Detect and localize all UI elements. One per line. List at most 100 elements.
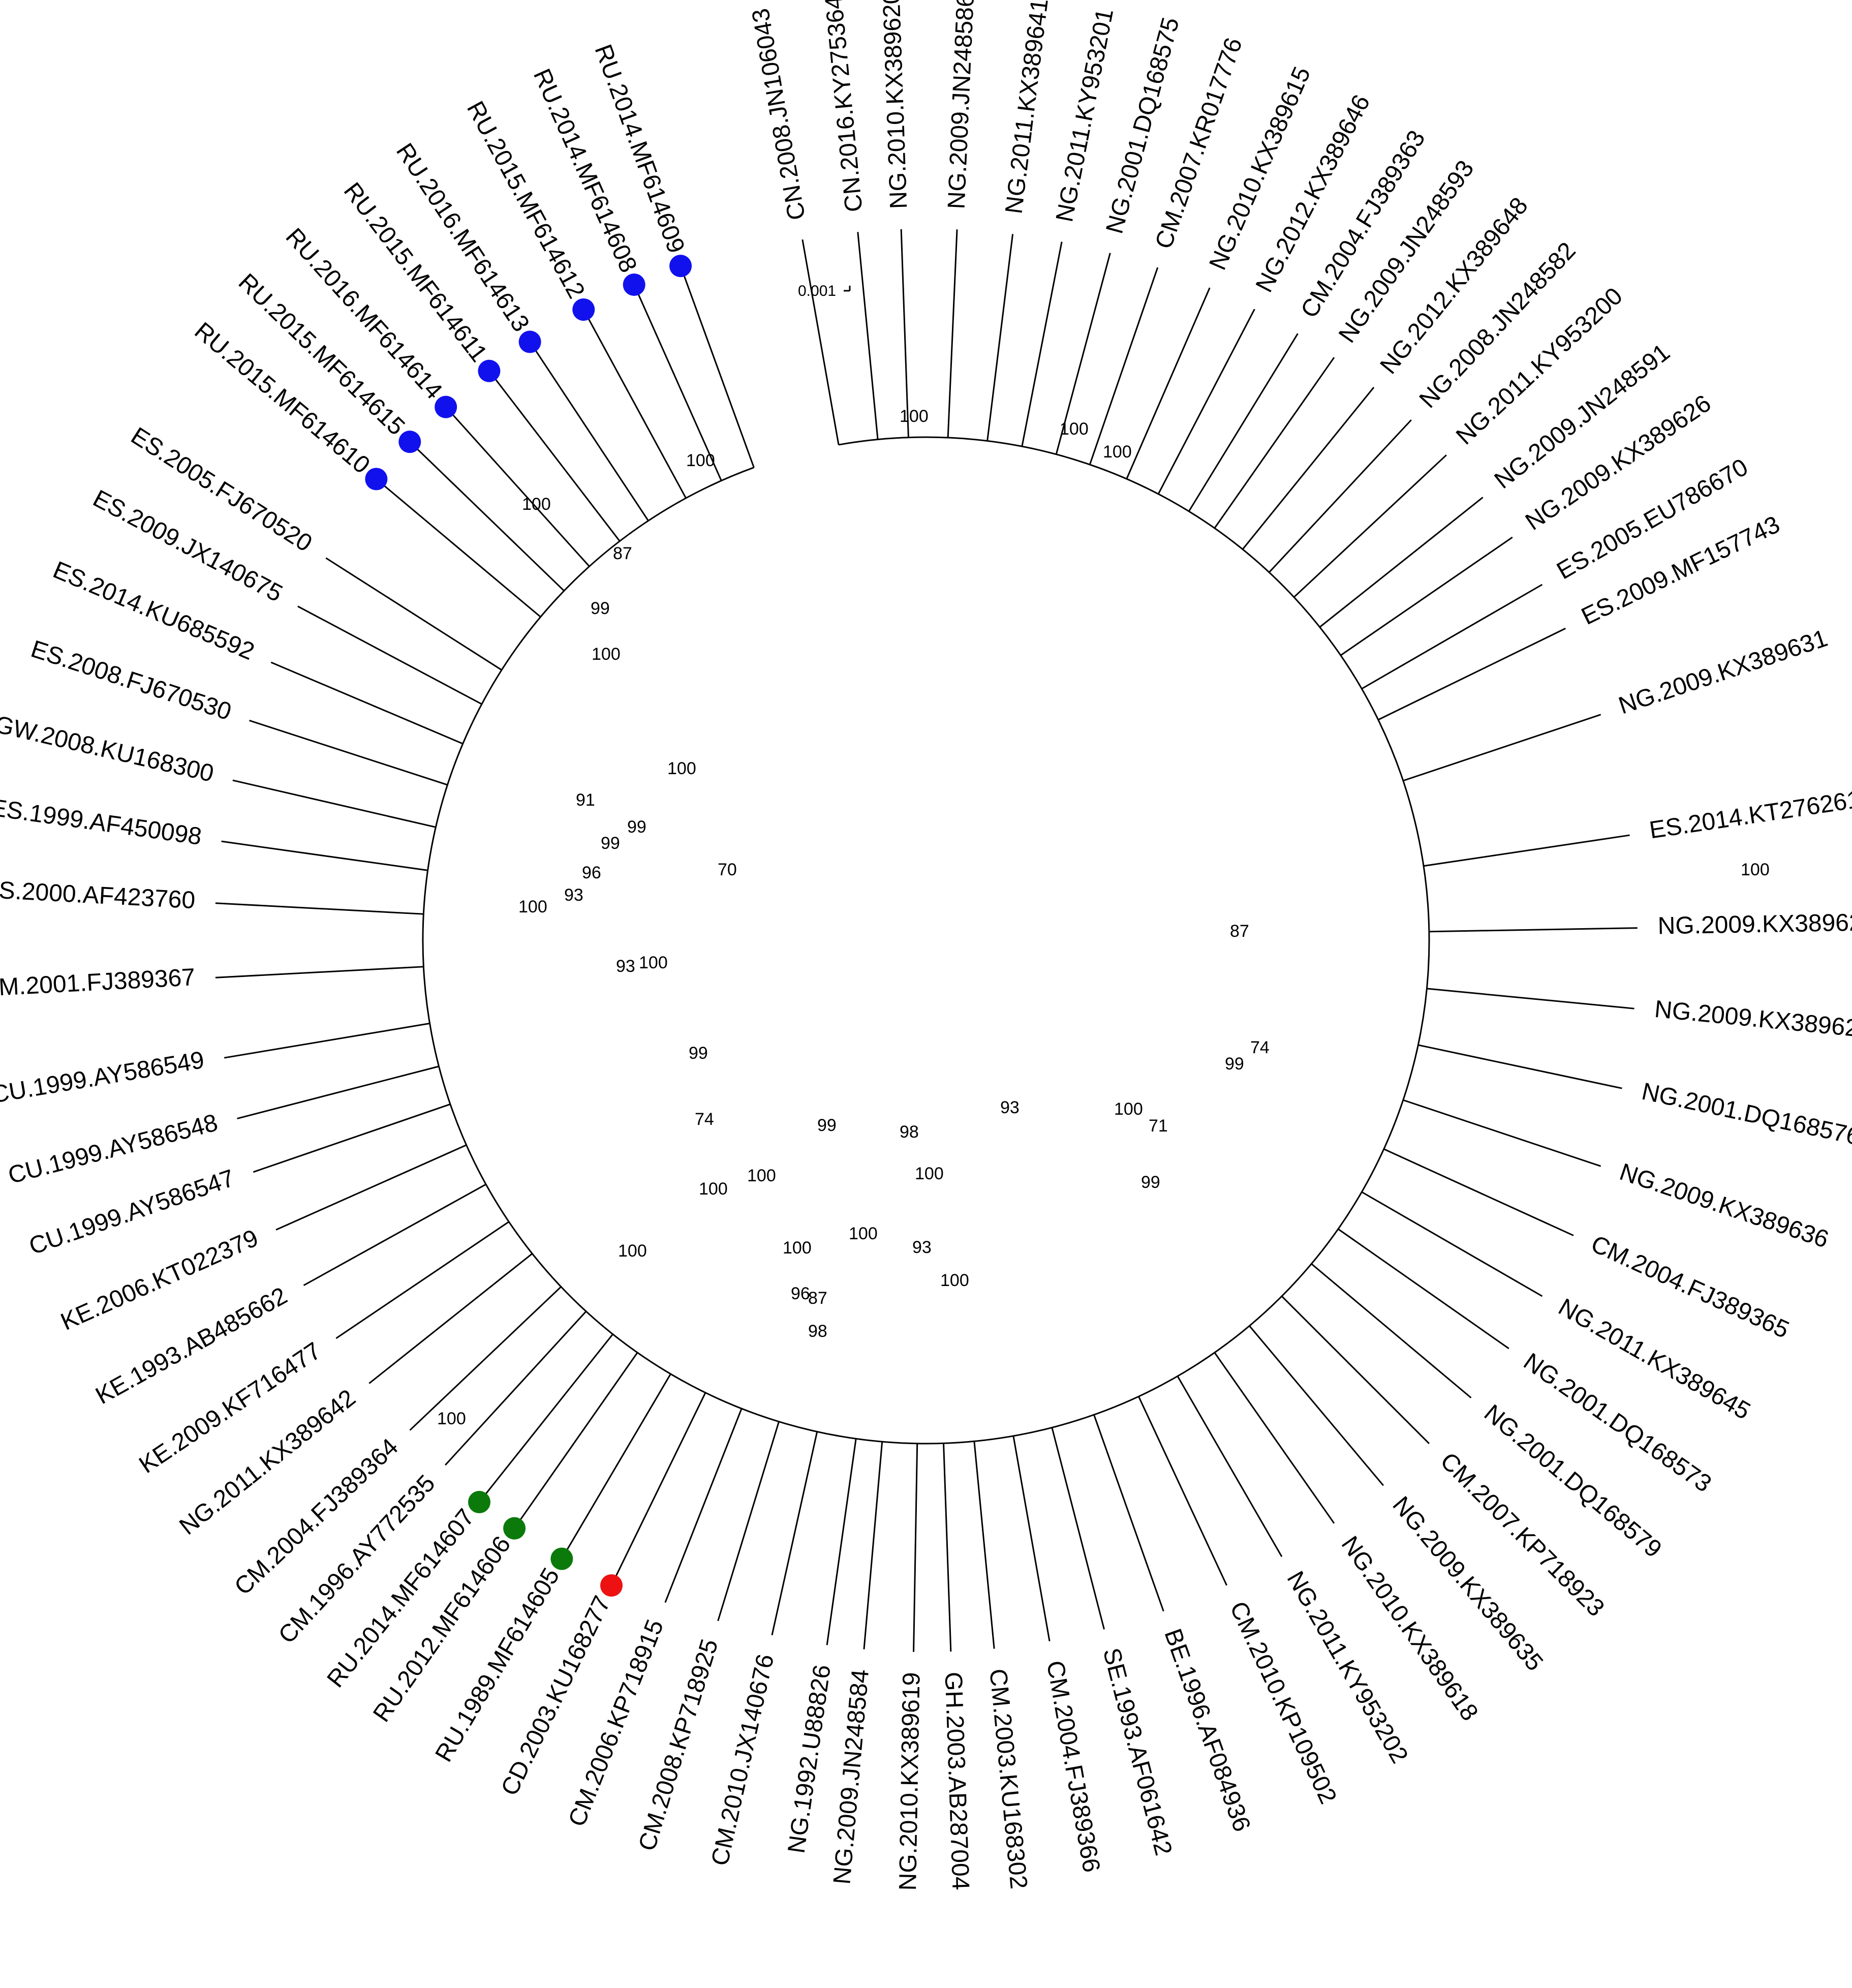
tip-branch (1340, 536, 1513, 656)
tip-branch (270, 661, 464, 745)
tip-label: ES.1999.AF450098 (0, 794, 203, 850)
tip-label: CN.2008.JN106043 (747, 7, 811, 222)
tip-label: RU.2015.MF614610 (190, 317, 375, 479)
tip-label: NG.2001.DQ168576 (1640, 1078, 1852, 1151)
bootstrap-value: 74 (695, 1110, 714, 1129)
tip-label: CM.2004.FJ389366 (1041, 1659, 1105, 1874)
green-marker (468, 1491, 491, 1514)
tip-branch (1138, 1396, 1228, 1586)
tip-branch (1012, 1435, 1051, 1641)
tip-branch (1055, 253, 1111, 455)
tip-branch (1214, 1352, 1335, 1524)
bootstrap-value: 87 (1230, 922, 1249, 941)
tip-branch (1188, 333, 1299, 512)
tip-branch (682, 271, 755, 468)
tip-label: SE.1993.AF061642 (1098, 1645, 1177, 1858)
blue-marker (478, 359, 501, 382)
tip-branch (636, 290, 722, 481)
tip-branch (325, 557, 502, 671)
tip-branch (380, 482, 541, 618)
tip-branch (1157, 309, 1255, 495)
tip-label: NG.2009.KX389631 (1615, 625, 1831, 720)
tip-label: CM.2010.JX140676 (706, 1652, 780, 1869)
tip-label: CM.2003.KU168302 (984, 1668, 1032, 1890)
tip-branch (943, 1443, 952, 1652)
blue-marker (518, 330, 541, 353)
tip-branch (1214, 357, 1335, 529)
bootstrap-value: 99 (1141, 1173, 1160, 1192)
tip-branch (900, 229, 909, 438)
tip-branch (1403, 714, 1601, 782)
bootstrap-value: 100 (639, 953, 668, 972)
bootstrap-value: 87 (808, 1289, 827, 1308)
tip-branch (533, 346, 649, 522)
bootstrap-value: 100 (849, 1224, 878, 1243)
tip-branch (826, 1439, 857, 1645)
tip-label: CN.2016.KY275364 (820, 0, 868, 213)
tip-branch (449, 411, 590, 567)
bootstrap-value: 100 (518, 897, 547, 916)
tip-branch (1378, 627, 1566, 721)
bootstrap-value: 93 (616, 957, 635, 976)
tip-label: GH.2003.AB287004 (940, 1671, 974, 1890)
bootstrap-value: 87 (613, 544, 632, 563)
tip-branch (1361, 584, 1543, 690)
bootstrap-value: 99 (1225, 1054, 1244, 1074)
bootstrap-value: 96 (791, 1284, 810, 1303)
bootstrap-value: 99 (627, 817, 646, 837)
bootstrap-value: 93 (1000, 1098, 1020, 1117)
tip-branch (1418, 1044, 1622, 1089)
blue-marker (572, 298, 595, 321)
bootstrap-value: 100 (1114, 1099, 1143, 1119)
tip-branch (221, 840, 428, 871)
tip-label: NG.1992.U88826 (783, 1663, 836, 1855)
tip-branch (413, 445, 565, 592)
scale-bar: 0.001 (798, 283, 851, 299)
blue-marker (623, 273, 645, 296)
tip-branch (585, 314, 687, 499)
tip-branch (1281, 1295, 1430, 1445)
tip-label: NG.2009.KX389628 (1653, 996, 1852, 1044)
tip-branch (1319, 497, 1484, 628)
tip-label: GW.2008.KU168300 (0, 711, 217, 787)
bootstrap-value: 100 (915, 1164, 944, 1183)
bootstrap-value: 100 (1741, 860, 1770, 879)
tip-label: NG.2009.JN248584 (828, 1668, 874, 1885)
blue-marker (435, 395, 457, 418)
tip-branch (1338, 1228, 1509, 1350)
tip-branch (517, 1352, 638, 1524)
tip-label: CM.2001.FJ389367 (0, 964, 196, 1002)
tip-branch (913, 1443, 918, 1652)
bootstrap-value: 100 (1060, 419, 1089, 439)
tip-label: BE.1996.AF084936 (1159, 1626, 1255, 1836)
bootstrap-value: 100 (522, 495, 551, 514)
tip-branch (1427, 988, 1634, 1010)
tip-branch (1093, 1414, 1164, 1612)
tip-branch (215, 902, 424, 915)
blue-marker (669, 255, 692, 278)
bootstrap-value: 71 (1149, 1116, 1168, 1136)
tip-label: NG.2010.KX389619 (894, 1672, 925, 1891)
tip-label: RU.2015.MF614611 (338, 178, 492, 367)
tip-branch (215, 966, 424, 978)
scale-bar-label: 0.001 (798, 283, 836, 299)
tip-branch (771, 1431, 818, 1636)
bootstrap-values: 1001001001008774997199100939810010093100… (437, 407, 1770, 1428)
blue-marker (398, 431, 421, 453)
tip-branch (224, 1022, 430, 1059)
tip-branch (1429, 927, 1638, 933)
tip-branch (1021, 241, 1063, 447)
tip-label: NG.2011.KX389641 (1000, 0, 1054, 216)
tip-markers (365, 255, 692, 1597)
tip-branch (249, 719, 448, 786)
tip-branch (1269, 419, 1412, 573)
tip-branch (613, 1392, 706, 1580)
bootstrap-value: 99 (817, 1116, 837, 1135)
bootstrap-value: 100 (783, 1238, 812, 1258)
tip-branch (717, 1421, 780, 1622)
tip-branch (986, 234, 1014, 441)
tip-branch (368, 1253, 533, 1384)
bootstrap-value: 93 (912, 1238, 932, 1257)
bootstrap-value: 70 (718, 860, 737, 879)
tip-branch (409, 1286, 562, 1431)
